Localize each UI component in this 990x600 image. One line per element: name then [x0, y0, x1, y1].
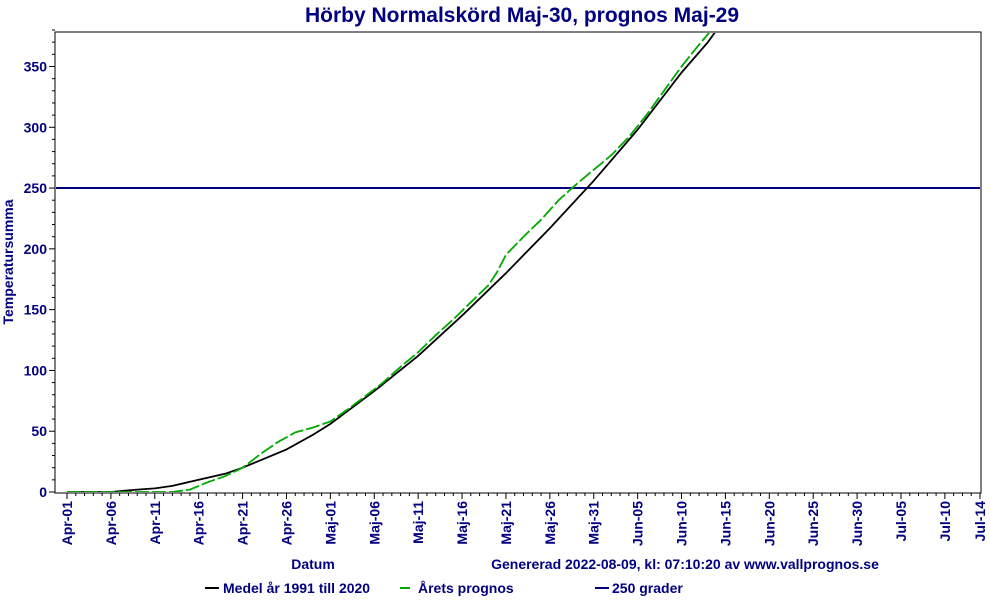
y-tick-label: 350 [24, 58, 48, 74]
series-line-medel [67, 33, 716, 492]
y-tick-label: 200 [24, 241, 48, 257]
y-axis-label: Temperatursumma [0, 199, 16, 324]
x-tick-label: Apr-26 [278, 501, 294, 546]
x-tick-label: Jun-20 [761, 501, 777, 546]
x-tick-label: Jul-14 [972, 501, 988, 542]
axes: 0 50 100 150 200 250 300 350 Apr-01 Apr-06 Apr-11 A… [24, 29, 988, 546]
chart-title: Hörby Normalskörd Maj-30, prognos Maj-29 [305, 4, 739, 27]
x-tick-label: Maj-26 [542, 501, 558, 545]
x-tick-label: Jun-25 [805, 501, 821, 546]
series-line-prognos [67, 33, 711, 492]
x-tick-label: Jun-30 [849, 501, 865, 546]
x-tick-label: Maj-21 [498, 501, 514, 545]
y-tick-label: 250 [24, 180, 48, 196]
y-tick-label: 50 [31, 423, 47, 439]
x-tick-label: Jun-10 [674, 501, 690, 546]
series-layer [67, 33, 716, 492]
y-tick-label: 150 [24, 302, 48, 318]
legend-label-250: 250 grader [612, 580, 683, 596]
legend-label-medel: Medel år 1991 till 2020 [223, 580, 370, 596]
x-tick-label: Maj-16 [454, 501, 470, 545]
y-tick-label: 100 [24, 362, 48, 378]
x-tick-label: Maj-06 [366, 501, 382, 545]
x-tick-label: Apr-21 [235, 501, 251, 546]
x-tick-label: Maj-31 [586, 501, 602, 545]
x-tick-label: Jul-10 [937, 501, 953, 542]
x-tick-label: Apr-11 [147, 501, 163, 545]
x-tick-label: Apr-06 [103, 501, 119, 546]
legend-label-prognos: Årets prognos [418, 580, 514, 596]
x-axis-label: Datum [291, 556, 335, 572]
x-tick-label: Maj-01 [322, 501, 338, 545]
y-tick-label: 300 [24, 119, 48, 135]
y-tick-label: 0 [39, 484, 47, 500]
x-tick-label: Jun-15 [717, 501, 733, 546]
series-group [67, 33, 716, 492]
x-tick-label: Apr-16 [191, 501, 207, 546]
legend: Medel år 1991 till 2020 Årets prognos 25… [205, 580, 683, 596]
x-tick-label: Jun-05 [630, 501, 646, 546]
plot-area [54, 31, 982, 494]
footer-note: Genererad 2022-08-09, kl: 07:10:20 av ww… [491, 556, 879, 572]
x-tick-label: Apr-01 [59, 501, 75, 546]
x-tick-label: Maj-11 [410, 501, 426, 544]
x-tick-label: Jul-05 [893, 501, 909, 542]
